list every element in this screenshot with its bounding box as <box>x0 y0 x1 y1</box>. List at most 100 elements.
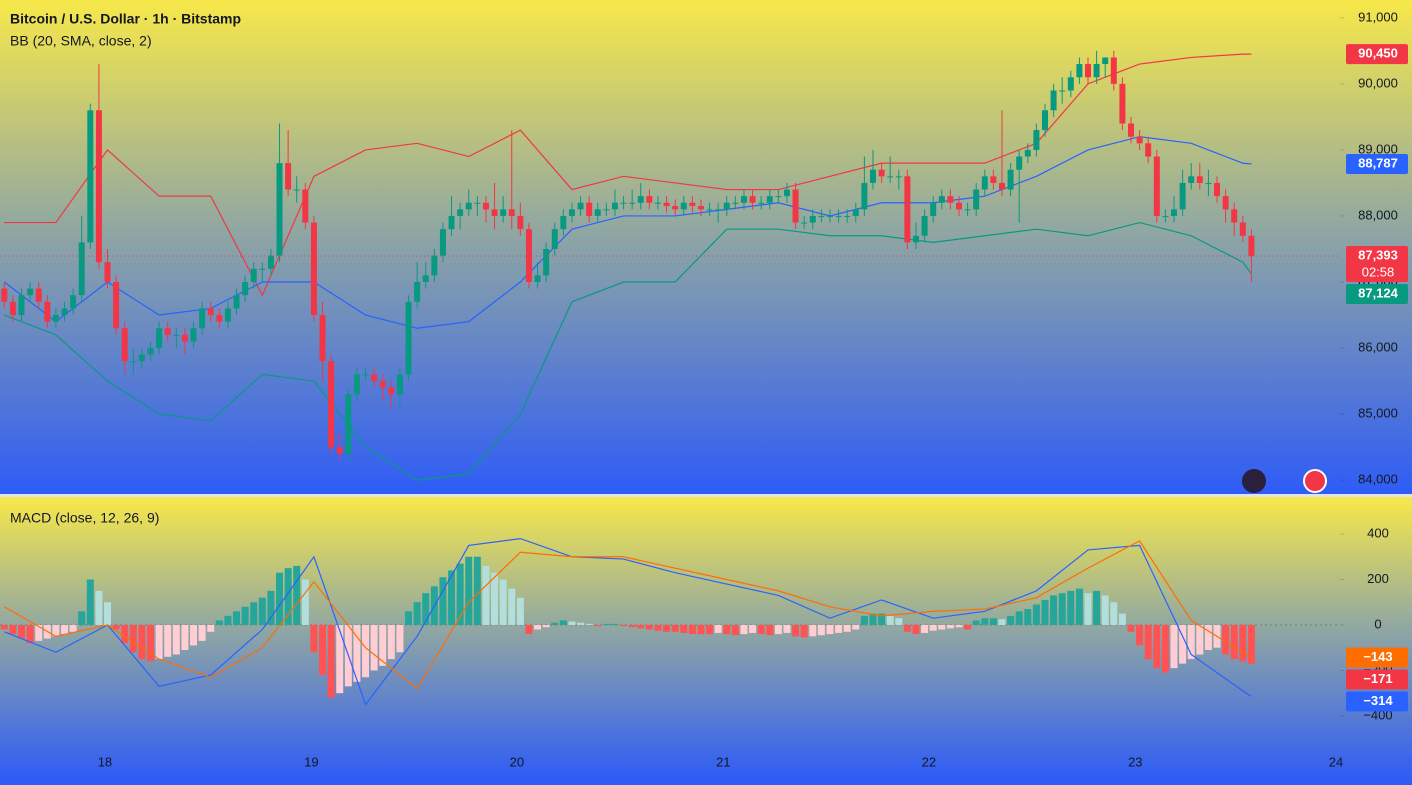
histogram-bar <box>697 624 705 635</box>
histogram-bar <box>1050 595 1058 625</box>
histogram-bar <box>1067 590 1075 625</box>
histogram-bar <box>267 590 275 625</box>
x-tick-label: 23 <box>1128 754 1142 769</box>
candle-body <box>414 282 421 302</box>
candle-body <box>310 222 317 316</box>
y-tick-label: 0 <box>1374 616 1381 631</box>
candle-body <box>267 255 274 269</box>
histogram-bar <box>482 565 490 625</box>
countdown: 02:58 <box>1362 264 1395 279</box>
histogram-bar <box>628 624 636 628</box>
candle-body <box>861 182 868 210</box>
y-tick-label: 85,000 <box>1358 406 1398 421</box>
flag-icon[interactable] <box>1303 469 1327 493</box>
histogram-bar <box>35 624 43 641</box>
candle-body <box>1067 77 1074 91</box>
candle-body <box>904 176 911 243</box>
candle-body <box>1128 123 1135 137</box>
candle-body <box>1016 156 1023 170</box>
candle-body <box>912 235 919 243</box>
candle-body <box>964 209 971 211</box>
y-tick-label: 88,000 <box>1358 207 1398 222</box>
histogram-bar <box>1084 593 1092 625</box>
candle-body <box>199 308 206 329</box>
histogram-bar <box>998 619 1006 625</box>
candle-body <box>130 361 137 363</box>
histogram-bar <box>1032 604 1040 625</box>
candle-body <box>1050 90 1057 111</box>
histogram-bar <box>241 606 249 625</box>
candle-body <box>809 215 816 223</box>
histogram-bar <box>826 624 834 635</box>
histogram-bar <box>654 624 662 631</box>
candle-body <box>1196 176 1203 183</box>
histogram-bar <box>250 602 258 625</box>
histogram-bar <box>1118 613 1126 625</box>
candle-body <box>113 282 120 329</box>
candle-body <box>345 394 352 454</box>
histogram-bar <box>852 624 860 630</box>
y-tick-label: 90,000 <box>1358 75 1398 90</box>
candle-body <box>826 215 833 217</box>
histogram-bar <box>843 624 851 632</box>
histogram-bar <box>1222 624 1230 655</box>
candle-body <box>1041 110 1048 131</box>
x-tick-label: 21 <box>716 754 730 769</box>
candle-body <box>835 215 842 217</box>
symbol-title: Bitcoin / U.S. Dollar · 1h · Bitstamp <box>10 11 241 27</box>
candle-body <box>1102 57 1109 65</box>
price-tag-label: −143 <box>1363 649 1392 664</box>
candle-body <box>1 288 8 302</box>
candle-body <box>1214 182 1221 197</box>
histogram-bar <box>448 570 456 625</box>
histogram-bar <box>1153 624 1161 669</box>
histogram-bar <box>78 611 86 625</box>
candle-body <box>1024 149 1031 157</box>
histogram-bar <box>396 624 404 653</box>
candle-body <box>439 229 446 256</box>
histogram-bar <box>1127 624 1135 632</box>
y-tick-label: 400 <box>1367 525 1389 540</box>
candle-body <box>465 202 472 210</box>
candle-body <box>1093 64 1100 78</box>
price-tag-label: 88,787 <box>1358 155 1398 170</box>
candle-body <box>190 328 197 342</box>
candle-body <box>801 222 808 224</box>
candle-body <box>1007 169 1014 190</box>
band-line <box>4 53 1252 297</box>
y-tick-label: 84,000 <box>1358 472 1398 487</box>
histogram-bar <box>370 624 378 671</box>
histogram-bar <box>1247 624 1255 664</box>
histogram-bar <box>800 624 808 638</box>
candle-body <box>52 315 59 322</box>
histogram-bar <box>61 624 69 635</box>
candle-body <box>878 169 885 177</box>
candle-body <box>543 248 550 276</box>
candle-body <box>27 288 34 296</box>
histogram-bar <box>809 624 817 637</box>
histogram-bar <box>671 624 679 632</box>
candle-body <box>138 354 145 362</box>
alert-icon[interactable] <box>1242 469 1266 493</box>
histogram-bar <box>516 597 524 625</box>
price-tag <box>1346 647 1408 668</box>
candle-body <box>1136 136 1143 144</box>
candle-body <box>422 275 429 283</box>
candle-body <box>637 196 644 203</box>
candle-body <box>887 176 894 178</box>
histogram-bar <box>387 624 395 660</box>
price-tag <box>1346 246 1408 283</box>
histogram-bar <box>946 624 954 629</box>
y-tick-label: 89,000 <box>1358 141 1398 156</box>
candle-body <box>319 315 326 362</box>
candle-body <box>852 209 859 216</box>
price-tag-label: 90,450 <box>1358 46 1398 61</box>
candle-body <box>173 334 180 336</box>
candle-body <box>740 196 747 203</box>
histogram-bar <box>972 620 980 625</box>
histogram-bar <box>817 624 825 636</box>
histogram-bar <box>379 624 387 666</box>
histogram-bar <box>938 624 946 630</box>
icons[interactable] <box>1242 469 1327 493</box>
